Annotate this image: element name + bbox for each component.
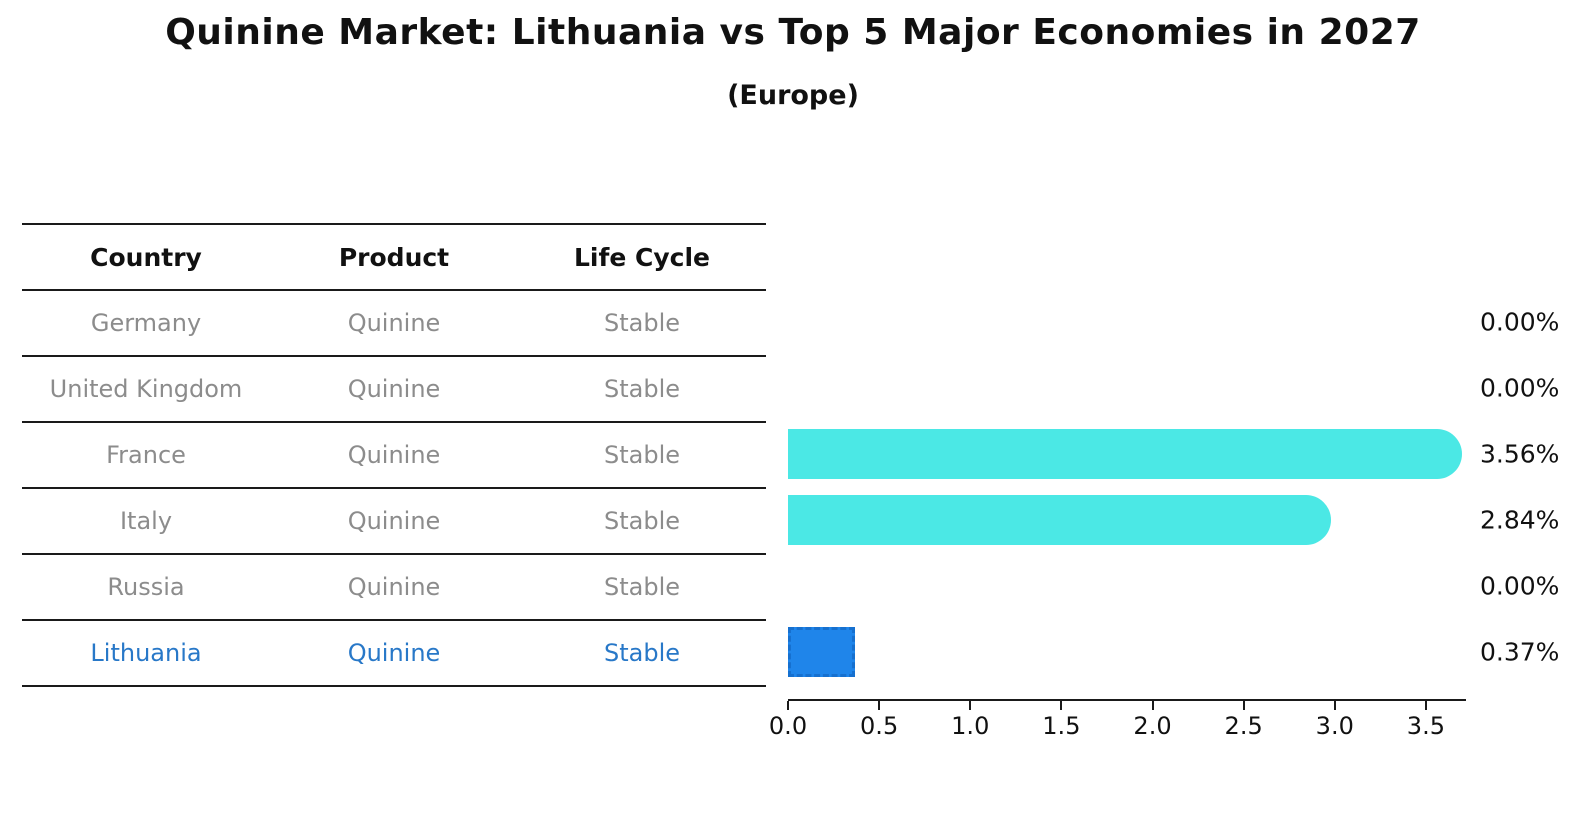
x-axis-tick	[878, 701, 881, 710]
value-label-italy: 2.84%	[1480, 505, 1560, 535]
cell-product: Quinine	[347, 309, 441, 337]
chart-title: Quinine Market: Lithuania vs Top 5 Major…	[165, 12, 1421, 53]
chart-subtitle: (Europe)	[727, 80, 859, 111]
cell-product: Quinine	[347, 639, 441, 667]
bar-france	[788, 429, 1462, 479]
cell-product: Quinine	[347, 375, 441, 403]
column-header-country: Country	[90, 242, 202, 272]
x-axis-tick-label: 3.0	[1315, 712, 1354, 740]
value-label-france: 3.56%	[1480, 439, 1560, 469]
cell-country: France	[106, 441, 186, 469]
x-axis-tick	[969, 701, 972, 710]
cell-life-cycle: Stable	[603, 441, 681, 469]
x-axis-tick	[787, 701, 789, 710]
table-row-italy: Italy Quinine Stable	[22, 489, 766, 555]
cell-life-cycle: Stable	[603, 375, 681, 403]
cell-life-cycle: Stable	[603, 309, 681, 337]
value-label-lithuania: 0.37%	[1480, 637, 1560, 667]
x-axis-tick	[1333, 701, 1336, 710]
bar-lithuania	[788, 627, 856, 677]
cell-country: Lithuania	[90, 639, 202, 667]
value-label-united-kingdom: 0.00%	[1480, 373, 1560, 403]
x-axis-tick	[1242, 701, 1245, 710]
x-axis-tick-label: 1.0	[951, 712, 990, 740]
cell-product: Quinine	[347, 573, 441, 601]
cell-life-cycle: Stable	[603, 507, 681, 535]
x-axis-line	[788, 699, 1466, 701]
x-axis-tick-label: 1.5	[1042, 712, 1081, 740]
cell-country: Russia	[107, 573, 185, 601]
comparison-table: Country Product Life Cycle Germany Quinin…	[22, 223, 766, 687]
table-row-germany: Germany Quinine Stable	[22, 291, 766, 357]
x-axis-tick-label: 0.0	[768, 712, 808, 740]
bar-italy	[788, 495, 1331, 545]
cell-life-cycle: Stable	[603, 573, 681, 601]
column-header-product: Product	[338, 242, 450, 272]
x-axis-tick-label: 2.0	[1133, 712, 1172, 740]
table-body: Germany Quinine Stable United Kingdom Quinin…	[22, 291, 766, 687]
table-row-lithuania: Lithuania Quinine Stable	[22, 621, 766, 687]
x-axis-tick-label: 3.5	[1406, 712, 1445, 740]
cell-product: Quinine	[347, 441, 441, 469]
x-axis-tick-label: 0.5	[860, 712, 899, 740]
cell-country: United Kingdom	[49, 375, 243, 403]
x-axis-tick-label: 2.5	[1224, 712, 1263, 740]
x-axis-tick	[1424, 701, 1427, 710]
value-label-russia: 0.00%	[1480, 571, 1560, 601]
x-axis-tick	[1151, 701, 1154, 710]
table-header-row: Country Product Life Cycle	[22, 225, 766, 291]
cell-country: Germany	[90, 309, 202, 337]
table-row-united-kingdom: United Kingdom Quinine Stable	[22, 357, 766, 423]
value-label-germany: 0.00%	[1480, 307, 1560, 337]
cell-product: Quinine	[347, 507, 441, 535]
table-row-france: France Quinine Stable	[22, 423, 766, 489]
cell-life-cycle: Stable	[603, 639, 681, 667]
column-header-life-cycle: Life Cycle	[573, 242, 711, 272]
cell-country: Italy	[119, 507, 173, 535]
table-row-russia: Russia Quinine Stable	[22, 555, 766, 621]
x-axis-tick	[1060, 701, 1063, 710]
